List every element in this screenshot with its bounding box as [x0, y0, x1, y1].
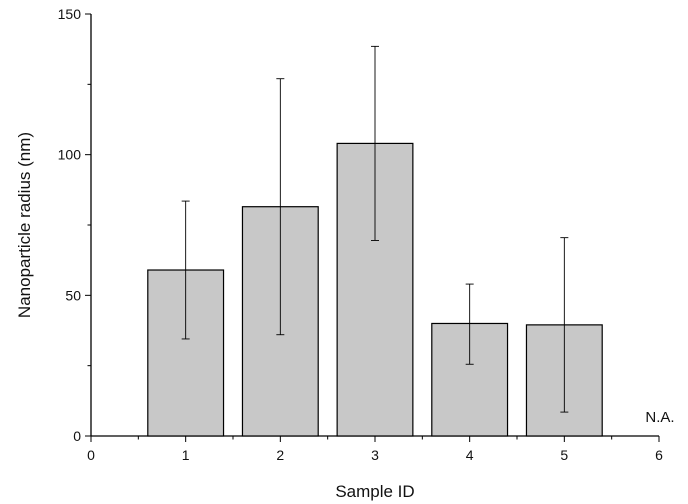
y-tick-label: 50	[65, 287, 81, 303]
tick-labels: 0 50 100 150 0 1 2 3 4 5 6	[58, 6, 663, 463]
y-tick-label: 100	[58, 147, 82, 163]
x-tick-label: 6	[655, 447, 663, 463]
y-tick-label: 0	[73, 428, 81, 444]
y-tick-label: 150	[58, 6, 82, 22]
x-tick-label: 3	[371, 447, 379, 463]
x-tick-label: 2	[276, 447, 284, 463]
y-axis-title: Nanoparticle radius (nm)	[15, 132, 34, 318]
na-annotation: N.A.	[645, 409, 674, 426]
error-bars	[181, 45, 569, 413]
x-axis-title: Sample ID	[335, 482, 414, 501]
annotations: N.A.	[645, 409, 674, 426]
x-tick-label: 4	[466, 447, 474, 463]
x-tick-label: 0	[87, 447, 95, 463]
x-tick-label: 5	[560, 447, 568, 463]
x-tick-label: 1	[182, 447, 190, 463]
